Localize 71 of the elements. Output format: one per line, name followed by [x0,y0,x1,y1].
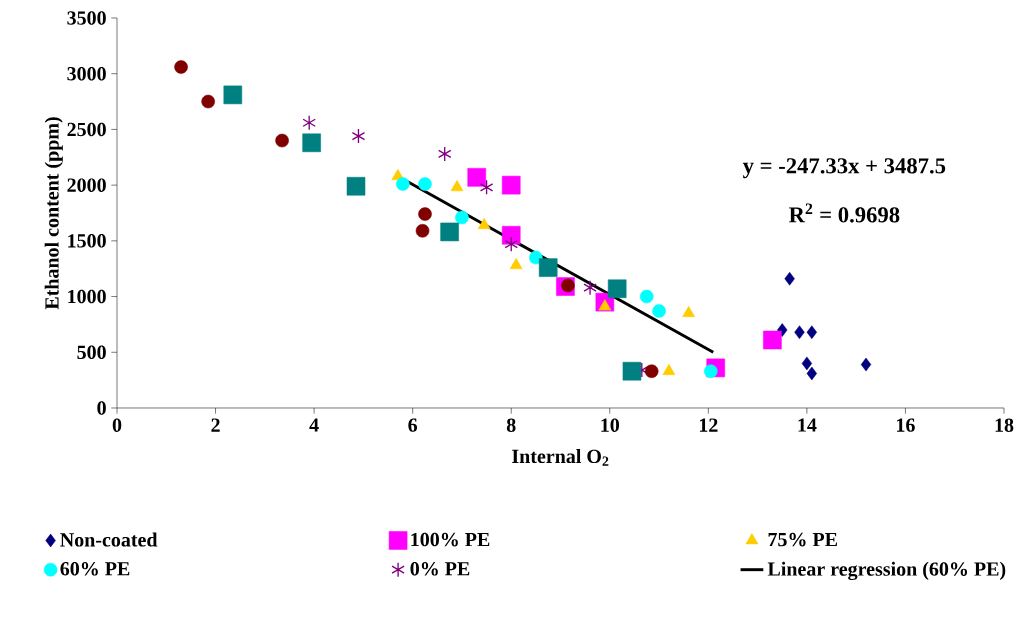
point [479,179,494,196]
point [450,180,464,192]
legend-label: Linear regression (60% PE) [767,561,1006,581]
point [501,175,521,195]
point [501,226,521,245]
point [662,363,676,375]
point [418,177,432,191]
point [440,222,459,242]
point [346,176,366,196]
y-tick-label: 2500 [67,122,106,137]
point [302,115,316,131]
point [174,60,188,74]
point [455,210,469,225]
point [598,299,612,311]
point [622,361,642,381]
point [351,128,366,144]
y-axis-title: Ethanol content (ppm) [44,117,63,310]
point [652,304,666,318]
point [682,306,695,318]
point [437,146,452,162]
point [704,364,718,378]
x-tick-label: 0 [112,418,122,432]
x-tick-label: 8 [506,418,516,432]
point [644,364,659,378]
point [418,207,432,221]
x-tick-label: 14 [798,418,817,432]
point [806,366,817,381]
annotation: y = -247.33x + 3487.5 [742,158,946,179]
point [784,271,795,286]
point [583,279,597,296]
y-tick-label: 3000 [67,66,106,81]
legend-label: 100% PE [411,532,490,547]
point [509,258,523,270]
point [504,236,518,252]
point [467,168,486,187]
point [561,278,575,293]
x-axis-title: Internal O$_{2}$ [512,449,609,466]
point [223,85,243,105]
x-tick-label: 4 [309,418,319,432]
legend-label: Non-coated [60,532,158,547]
point [415,224,430,238]
point [275,133,289,148]
point [477,217,491,230]
x-tick-label: 6 [408,418,418,432]
legend-label: 75% PE [768,532,837,547]
y-tick-label: 2000 [67,178,106,192]
point [538,258,558,277]
point [801,356,813,371]
y-tick-label: 1000 [68,289,106,304]
y-tick-label: 3500 [67,11,106,25]
annotation: R$^{2}$ = 0.9698 [788,203,900,223]
legend-label: 60% PE [60,562,130,576]
x-tick-label: 18 [995,418,1014,432]
y-tick-label: 1500 [68,234,106,248]
x-tick-label: 12 [699,418,718,432]
x-tick-label: 2 [211,418,220,432]
x-tick-label: 10 [601,418,620,432]
point [763,330,782,350]
x-tick-label: 16 [897,418,915,432]
legend-label: 0% PE [410,562,470,576]
point [529,250,543,265]
point [639,289,654,304]
point [806,325,817,339]
point [860,357,872,372]
point [302,133,321,153]
point [607,279,627,299]
y-tick-label: 500 [77,345,106,360]
point [396,177,410,191]
point [201,94,215,109]
y-tick-label: 0 [97,401,106,415]
point [794,325,805,339]
